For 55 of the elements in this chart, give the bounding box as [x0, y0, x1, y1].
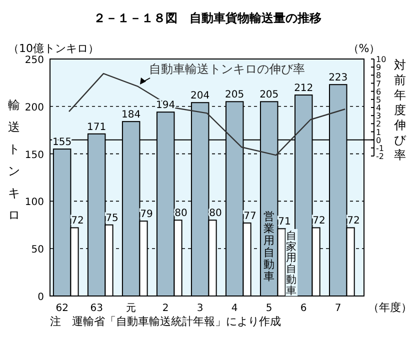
y-tick-label: 150 [24, 150, 44, 161]
x-tick-label: 62 [56, 303, 68, 314]
y-tick-label: 50 [31, 244, 44, 256]
y2-tick-label: -1 [376, 144, 384, 153]
y2-tick-label: 1 [376, 128, 382, 137]
data-label: 80 [209, 208, 222, 220]
y-tick-label: 250 [24, 55, 44, 66]
data-label: 205 [260, 90, 279, 101]
y2-tick-label: 10 [376, 55, 386, 64]
y2-tick-label: 0 [376, 136, 382, 145]
data-label: 75 [106, 212, 118, 224]
data-label: 184 [122, 110, 141, 121]
text: 注 運輸省「自動車輸送統計年報」により作成 [50, 315, 281, 328]
series-label: 自動車輸送トンキロの伸び率 [149, 62, 305, 76]
series-label: 営業用自動車 [264, 210, 275, 284]
data-label: 71 [278, 216, 291, 228]
data-label: 171 [87, 122, 106, 133]
data-label: 77 [244, 211, 256, 222]
x-tick-label: 63 [90, 303, 103, 314]
chart-title: ２－１－１８図 自動車貨物輸送量の推移 [94, 11, 322, 25]
y2-tick-label: 8 [376, 71, 382, 80]
x-tick-label: 元 [126, 303, 136, 314]
x-tick-label: 5 [266, 303, 272, 314]
data-label: 212 [294, 83, 314, 94]
x-tick-label: 7 [334, 303, 342, 314]
y2-tick-label: 6 [376, 87, 382, 96]
y2-tick-label: 7 [376, 79, 382, 88]
text: （%） [348, 42, 380, 55]
y2-tick-label: -2 [376, 152, 384, 161]
y2-tick-label: 3 [376, 112, 382, 121]
y2-tick-label: 5 [376, 95, 382, 104]
x-tick-label: 3 [196, 303, 204, 314]
series-label: 自家用自動車 [286, 230, 298, 297]
data-label: 205 [225, 90, 244, 101]
x-tick-label: 4 [231, 303, 238, 314]
data-label: 72 [71, 216, 84, 227]
x-axis-title: （年度） [368, 301, 412, 314]
x-tick-label: 2 [162, 303, 169, 314]
y-axis-title: 輸送トンキロ [8, 98, 20, 222]
y-tick-label: 0 [38, 292, 44, 303]
data-label: 223 [328, 72, 348, 84]
data-label: 72 [312, 216, 326, 227]
y-tick-label: 100 [24, 197, 44, 208]
data-label: 80 [174, 208, 188, 220]
y2-tick-label: 9 [376, 63, 382, 72]
x-tick-label: 6 [300, 303, 307, 314]
y2-axis-title: 対前年度伸び率 [393, 58, 407, 162]
data-label: 79 [140, 209, 153, 220]
y2-tick-label: 4 [376, 104, 382, 112]
y2-tick-label: 2 [376, 120, 382, 129]
y-tick-label: 200 [24, 102, 44, 114]
data-label: 204 [190, 90, 210, 102]
data-label: 155 [52, 137, 72, 148]
data-label: 72 [347, 216, 360, 227]
text: （10億トンキロ） [8, 42, 99, 55]
